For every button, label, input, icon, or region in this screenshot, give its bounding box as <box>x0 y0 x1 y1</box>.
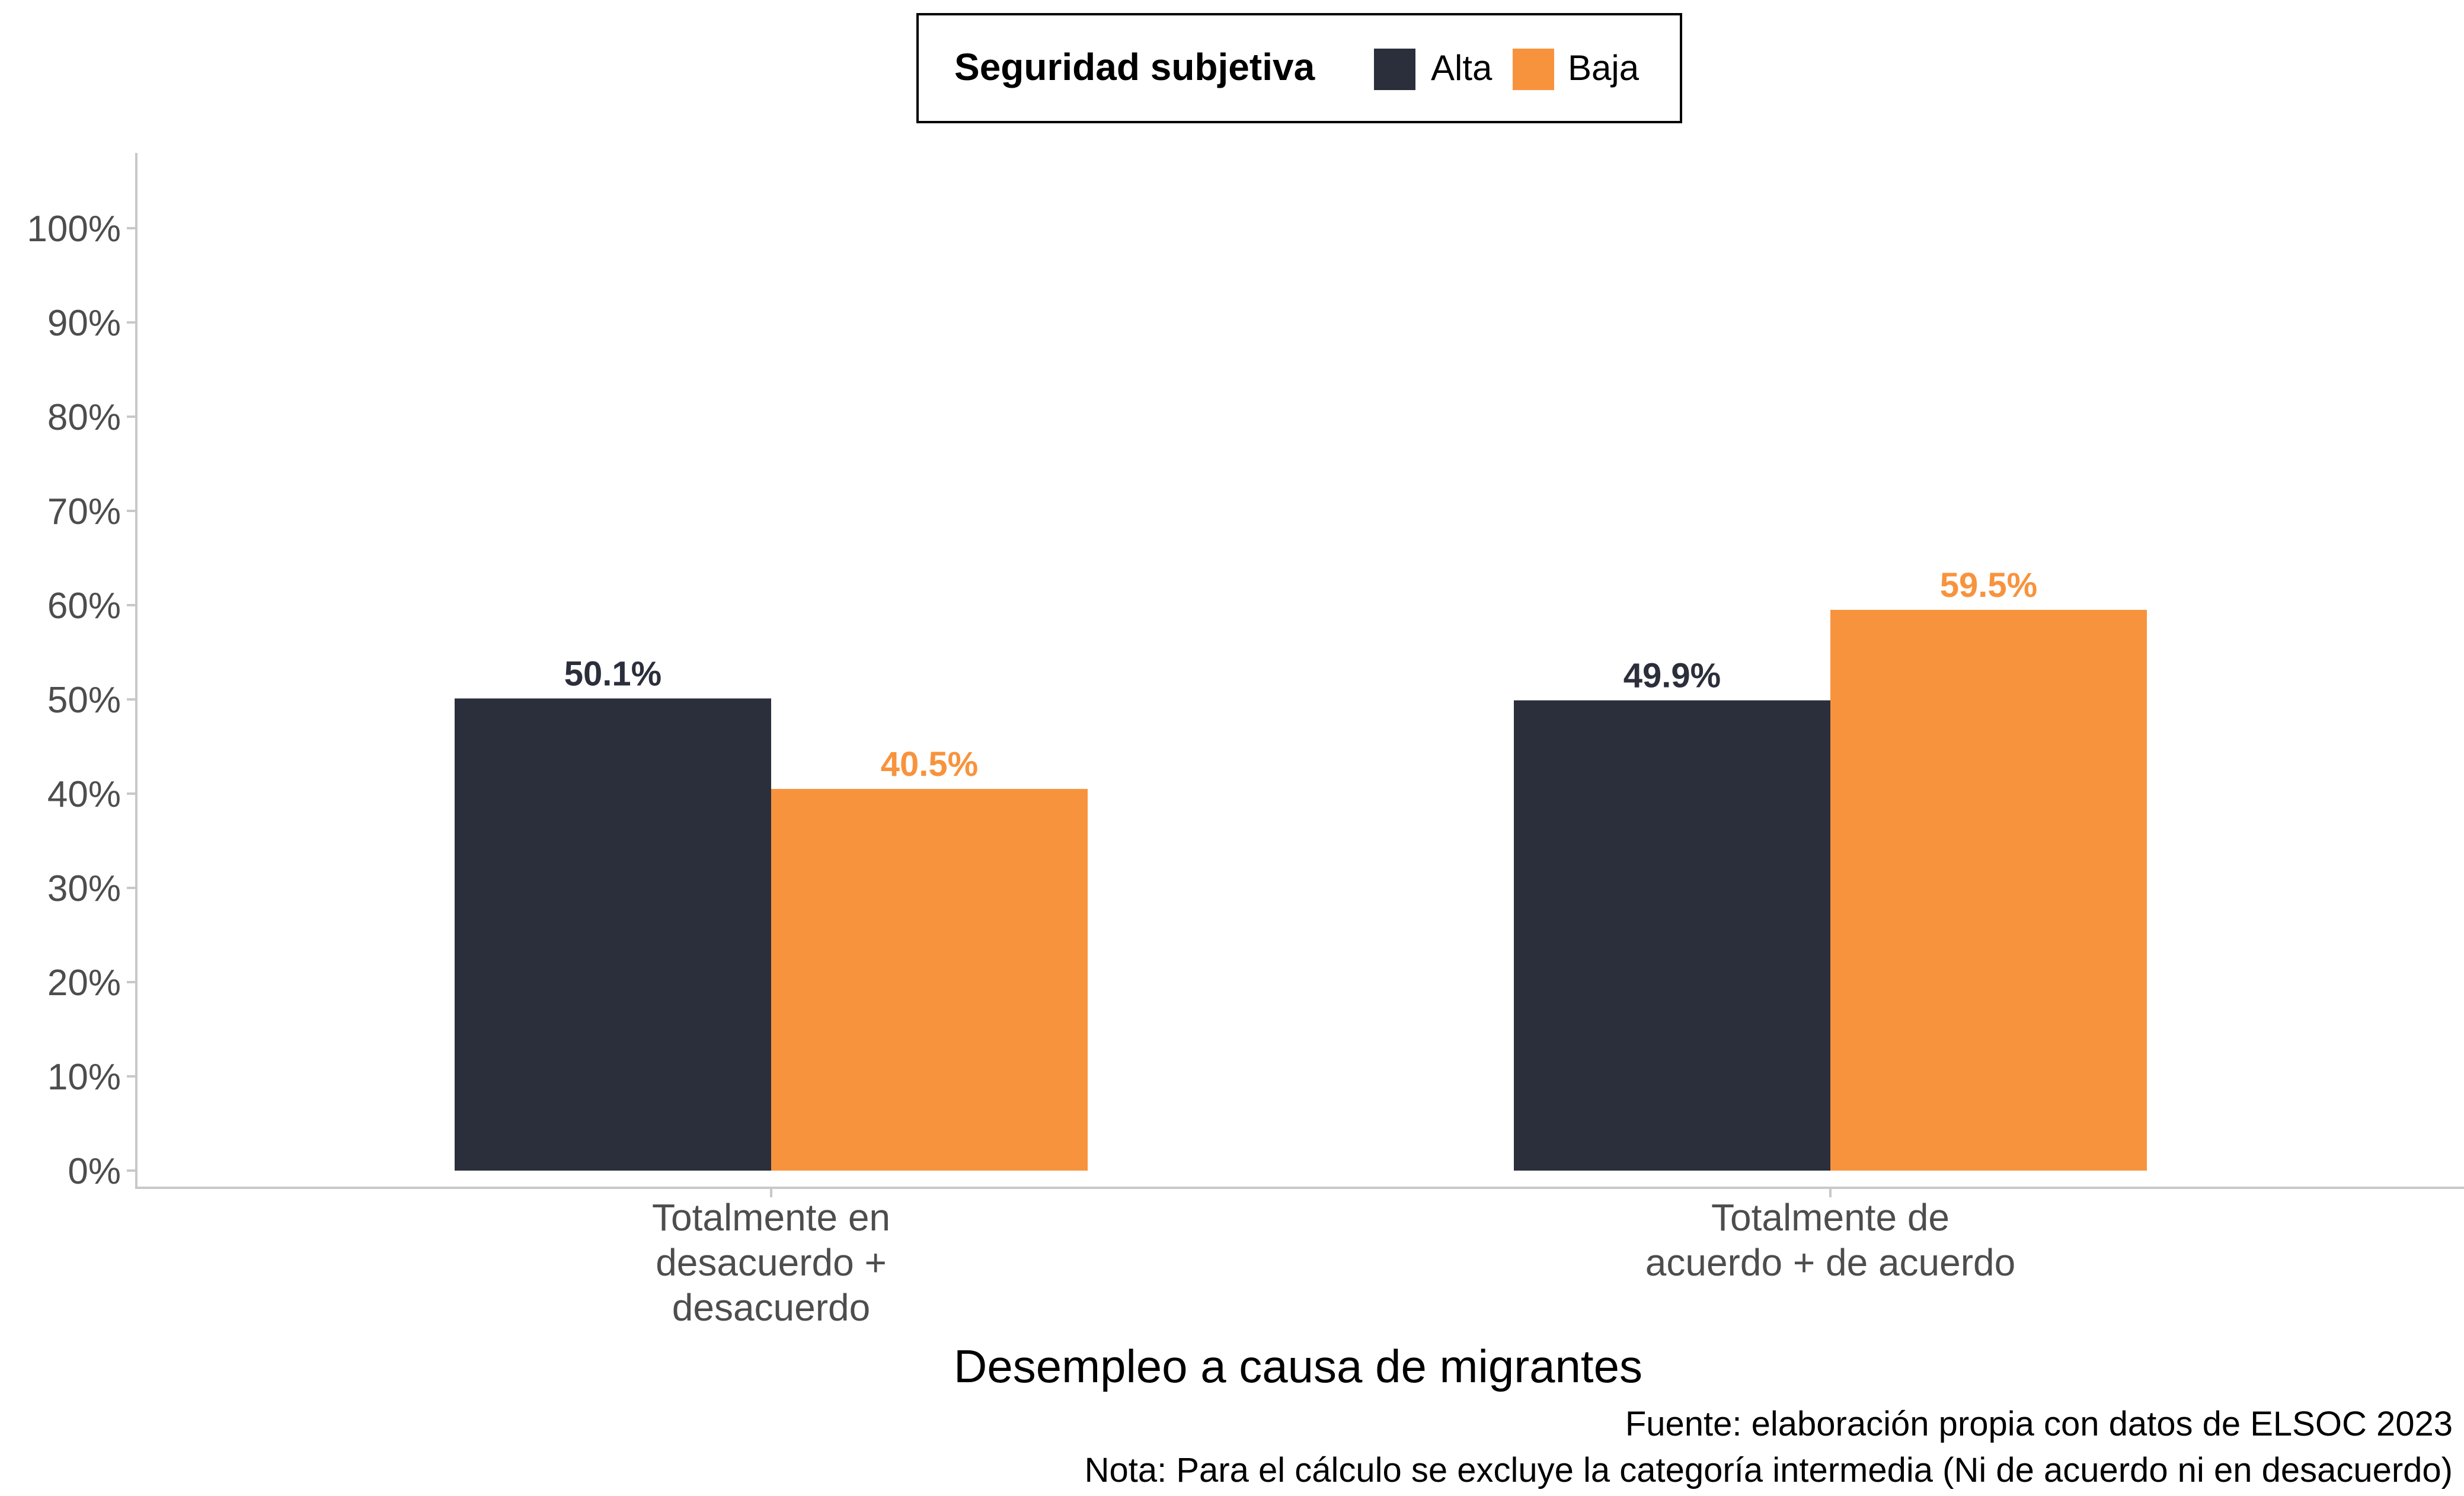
y-tick-label: 10% <box>47 1057 121 1098</box>
data-label-baja-1: 40.5% <box>881 745 978 784</box>
x-tick-label: desacuerdo + <box>656 1241 887 1284</box>
legend-label-alta: Alta <box>1431 48 1493 88</box>
y-tick-label: 0% <box>68 1151 121 1192</box>
y-tick-label: 30% <box>47 868 121 909</box>
legend-label-baja: Baja <box>1568 48 1640 88</box>
legend-swatch-baja <box>1513 49 1554 90</box>
y-tick-label: 100% <box>27 209 121 250</box>
legend-swatch-alta <box>1374 49 1415 90</box>
y-tick-label: 60% <box>47 586 121 626</box>
x-axis-title: Desempleo a causa de migrantes <box>954 1340 1642 1392</box>
bar-baja-2 <box>1830 609 2147 1171</box>
x-tick-label: Totalmente en <box>652 1196 890 1239</box>
data-label-alta-1: 50.1% <box>564 654 661 693</box>
data-label-baja-2: 59.5% <box>1940 566 2037 605</box>
y-tick-label: 20% <box>47 963 121 1003</box>
y-tick-label: 80% <box>47 397 121 438</box>
bar-labels: 50.1% 49.9% 40.5% 59.5% <box>564 566 2037 784</box>
caption-note: Nota: Para el cálculo se excluye la cate… <box>1085 1451 2453 1489</box>
bar-baja-1 <box>771 789 1088 1171</box>
x-tick-label: Totalmente de <box>1711 1196 1950 1239</box>
x-tick-label: desacuerdo <box>672 1286 870 1329</box>
legend-title: Seguridad subjetiva <box>954 46 1315 88</box>
bar-alta-1 <box>455 698 771 1171</box>
y-tick-label: 50% <box>47 680 121 721</box>
y-tick-label: 90% <box>47 303 121 344</box>
y-ticks: 0% 10% 20% 30% 40% 50% 60% 70% 80% 90% 100% <box>27 209 136 1192</box>
x-tick-label: acuerdo + de acuerdo <box>1645 1241 2015 1284</box>
caption-source: Fuente: elaboración propia con datos de … <box>1625 1405 2453 1443</box>
bar-alta-2 <box>1514 700 1830 1171</box>
legend: Seguridad subjetiva Alta Baja <box>916 13 1682 123</box>
y-tick-label: 70% <box>47 491 121 532</box>
bars <box>455 609 2147 1171</box>
data-label-alta-2: 49.9% <box>1624 657 1721 695</box>
y-tick-label: 40% <box>47 774 121 815</box>
